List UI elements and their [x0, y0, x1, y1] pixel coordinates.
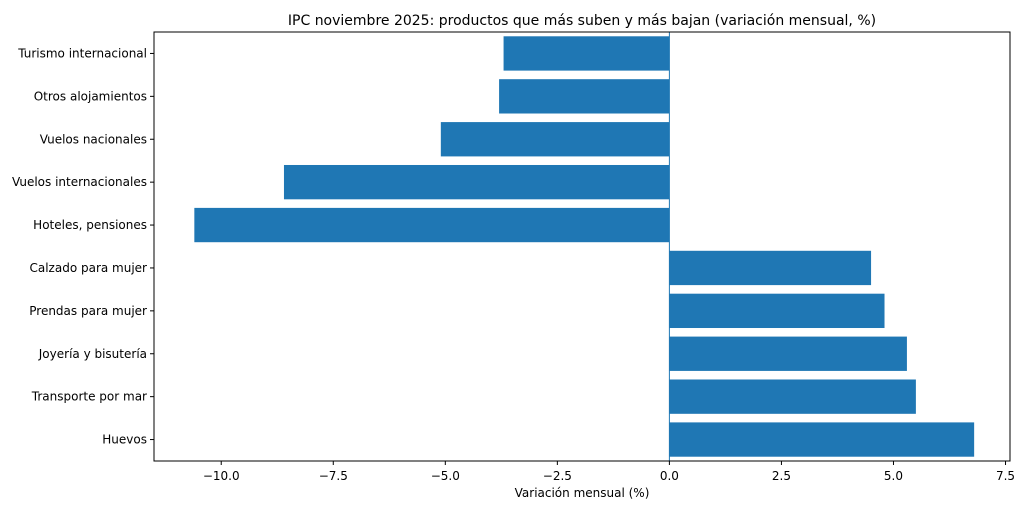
x-tick-label: 2.5: [772, 469, 791, 483]
y-tick-label: Turismo internacional: [17, 46, 147, 60]
x-tick-label: 5.0: [884, 469, 903, 483]
y-tick-label: Otros alojamientos: [34, 89, 147, 103]
chart-title: IPC noviembre 2025: productos que más su…: [288, 13, 876, 29]
x-tick-label: −2.5: [543, 469, 572, 483]
y-axis-ticks: Turismo internacional Otros alojamientos V…: [12, 46, 154, 447]
y-tick-label: Prendas para mujer: [29, 304, 147, 318]
x-tick-label: −5.0: [431, 469, 460, 483]
x-tick-label: 7.5: [996, 469, 1015, 483]
y-tick-label: Transporte por mar: [31, 390, 147, 404]
x-axis-label: Variación mensual (%): [515, 486, 650, 500]
x-tick-label: 0.0: [660, 469, 679, 483]
y-tick-label: Vuelos internacionales: [12, 175, 147, 189]
bar-0: [503, 36, 670, 71]
y-tick-label: Vuelos nacionales: [40, 132, 147, 146]
bar-3: [283, 164, 670, 200]
y-tick-label: Joyería y bisutería: [38, 347, 147, 361]
bar-2: [440, 122, 670, 157]
bar-8: [669, 379, 916, 414]
y-tick-label: Huevos: [102, 433, 147, 447]
bar-6: [669, 293, 885, 329]
bar-5: [669, 250, 872, 286]
plot-frame: [153, 31, 1011, 462]
y-tick-label: Hoteles, pensiones: [33, 218, 147, 232]
bar-7: [669, 336, 907, 371]
bars-group: [194, 36, 975, 457]
bar-9: [669, 422, 975, 457]
bar-1: [499, 79, 670, 114]
y-tick-label: Calzado para mujer: [29, 261, 147, 275]
bar-4: [194, 207, 670, 243]
x-axis-ticks: −10.0 −7.5 −5.0 −2.5 0.0 2.5 5.0 7.5: [203, 461, 1015, 483]
x-tick-label: −10.0: [203, 469, 240, 483]
x-tick-label: −7.5: [319, 469, 348, 483]
